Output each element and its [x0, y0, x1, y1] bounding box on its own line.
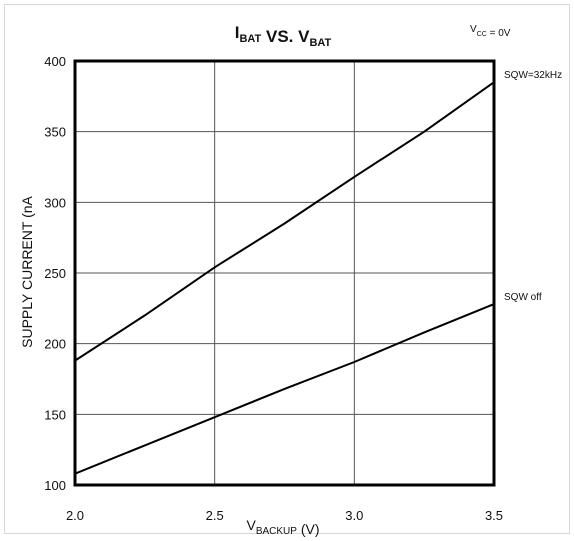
y-tick-label: 350	[44, 125, 66, 140]
y-tick-label: 400	[44, 54, 66, 69]
plot-area-border	[73, 59, 496, 487]
tick-labels: 2.0 2.5 3.0 3.5 100 150 200 250 300 350 400	[44, 54, 503, 523]
x-tick-label: 2.5	[206, 508, 224, 523]
x-axis-label: VBACKUP (V)	[246, 517, 319, 537]
y-axis-label: SUPPLY CURRENT (nA	[19, 195, 35, 347]
series-label-1: SQW off	[504, 292, 542, 303]
x-tick-label: 2.0	[66, 508, 84, 523]
series-label-0: SQW=32kHz	[504, 70, 562, 81]
x-tick-label: 3.5	[485, 508, 503, 523]
chart-title: IBAT VS. VBAT	[235, 23, 332, 49]
chart-frame	[4, 4, 570, 534]
y-tick-label: 300	[44, 195, 66, 210]
x-tick-label: 3.0	[345, 508, 363, 523]
grid	[74, 60, 495, 486]
series-lines	[74, 81, 495, 475]
series-labels: SQW=32kHz SQW off	[504, 70, 562, 303]
condition-label: VCC = 0V	[470, 24, 511, 39]
y-tick-label: 100	[44, 478, 66, 493]
y-tick-label: 250	[44, 266, 66, 281]
series-line-1	[74, 303, 495, 475]
y-tick-label: 150	[44, 407, 66, 422]
series-line-0	[74, 81, 495, 362]
y-tick-label: 200	[44, 337, 66, 352]
